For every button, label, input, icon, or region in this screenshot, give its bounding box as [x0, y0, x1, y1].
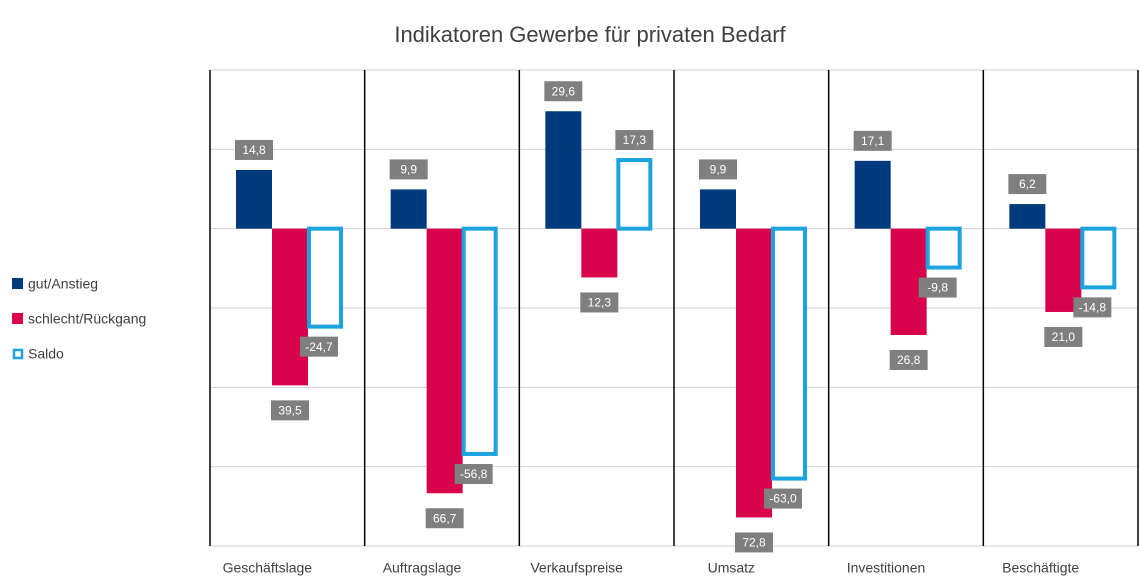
data-label-box	[1073, 297, 1112, 318]
bar	[771, 226, 807, 481]
data-label: 39,5	[278, 404, 302, 418]
data-label: -9,8	[927, 281, 948, 295]
data-label: -14,8	[1079, 301, 1107, 315]
data-label-box	[853, 130, 892, 151]
x-tick-label: Investitionen	[847, 560, 926, 576]
data-label: 21,0	[1052, 330, 1076, 344]
data-label: -56,8	[460, 467, 488, 481]
bar	[307, 226, 343, 329]
data-label-box	[889, 349, 928, 370]
data-label-box	[1044, 326, 1083, 347]
data-label: -24,7	[305, 340, 333, 354]
data-label-box	[271, 400, 309, 421]
data-label: 17,1	[861, 134, 885, 148]
bar	[581, 228, 618, 278]
chart-title: Indikatoren Gewerbe für privaten Bedarf	[394, 22, 786, 47]
bar	[426, 228, 463, 494]
bar	[545, 111, 582, 229]
data-label: 6,2	[1019, 177, 1036, 191]
legend-label: Saldo	[28, 346, 64, 362]
data-label-box	[699, 159, 737, 180]
bar	[1080, 226, 1117, 290]
data-label: 14,8	[242, 143, 266, 157]
bar	[925, 226, 962, 270]
data-label-box	[615, 130, 654, 151]
data-label-box	[389, 159, 428, 180]
data-label-box	[580, 292, 619, 313]
bar	[236, 169, 272, 229]
data-label-box	[1008, 174, 1047, 195]
data-label: 26,8	[897, 353, 921, 367]
bar	[272, 228, 308, 386]
bar	[616, 158, 653, 231]
x-tick-label: Beschäftigte	[1002, 560, 1079, 576]
bar	[461, 226, 498, 456]
bar	[390, 189, 427, 229]
data-label: 9,9	[710, 163, 727, 177]
data-label-box	[735, 532, 773, 553]
data-label: -63,0	[769, 492, 797, 506]
legend-swatch	[12, 348, 24, 360]
data-label: 66,7	[433, 511, 457, 525]
data-label: 29,6	[552, 84, 576, 98]
bar	[1009, 204, 1046, 229]
legend-label: gut/Anstieg	[28, 276, 98, 292]
x-tick-label: Umsatz	[708, 560, 755, 576]
data-label: 17,3	[623, 133, 647, 147]
legend-label: schlecht/Rückgang	[28, 311, 146, 327]
data-label-box	[764, 488, 802, 509]
data-label: 9,9	[400, 163, 417, 177]
x-tick-label: Geschäftslage	[223, 560, 313, 576]
data-label-box	[425, 508, 464, 529]
data-label-box	[544, 81, 583, 102]
data-label: 72,8	[742, 536, 766, 550]
data-label-box	[300, 336, 338, 357]
data-label-box	[918, 277, 957, 298]
bar	[700, 189, 736, 229]
data-label-box	[454, 463, 493, 484]
legend-swatch	[12, 313, 23, 324]
bar	[854, 160, 891, 229]
data-label: 12,3	[588, 296, 612, 310]
x-tick-label: Verkaufspreise	[530, 560, 623, 576]
bar	[736, 228, 772, 518]
data-label-box	[235, 139, 273, 160]
legend-swatch	[12, 278, 23, 289]
x-tick-label: Auftragslage	[383, 560, 462, 576]
